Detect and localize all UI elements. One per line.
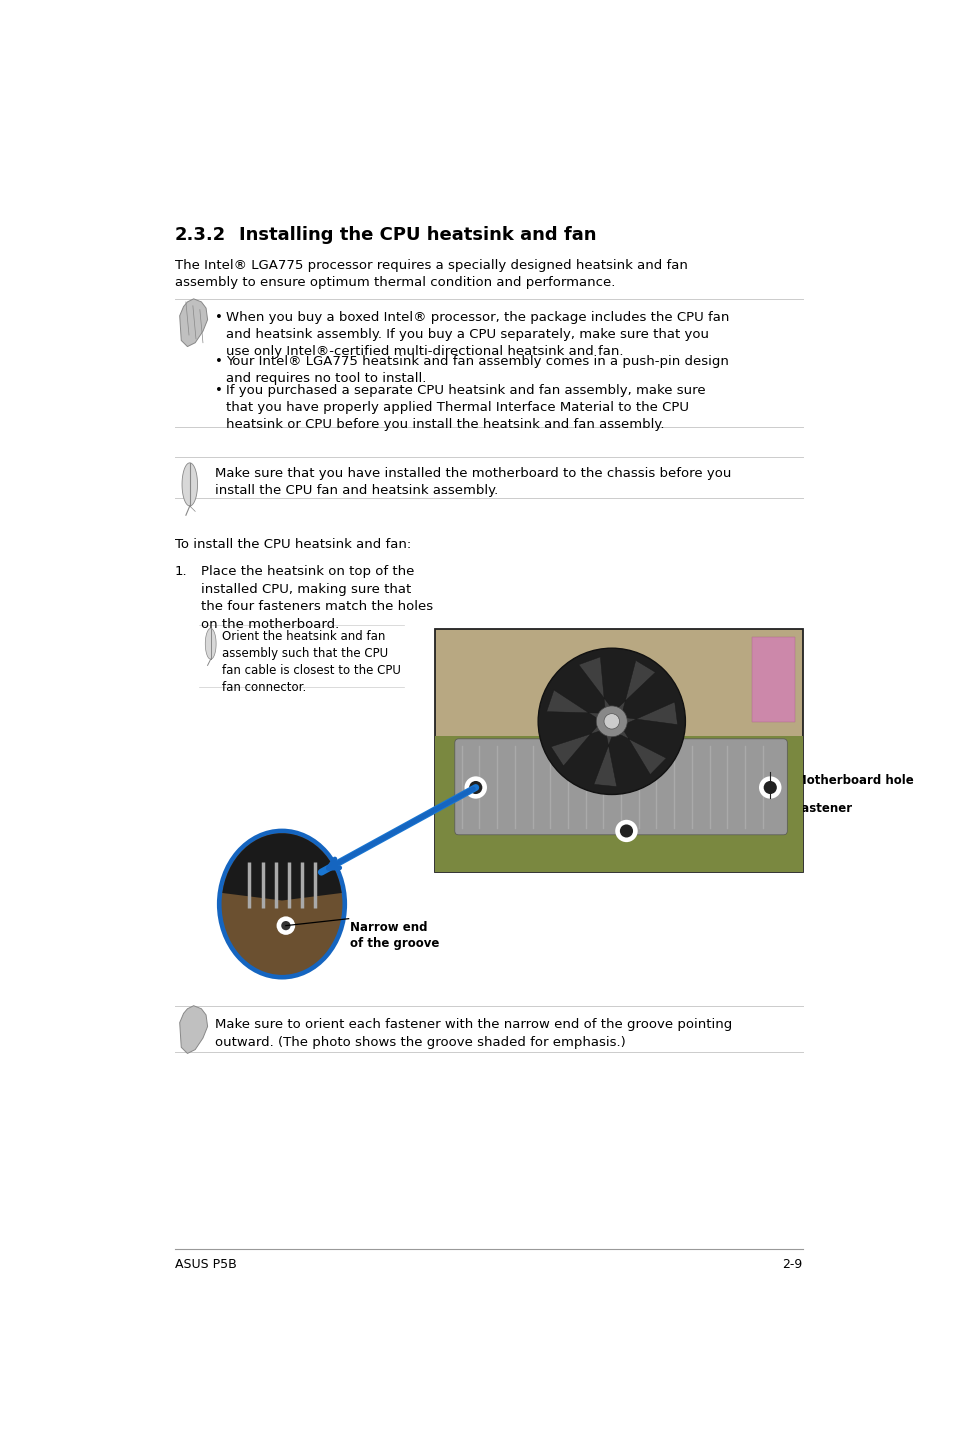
Circle shape (281, 920, 291, 930)
Circle shape (759, 777, 781, 798)
Text: Place the heatsink on top of the
installed CPU, making sure that
the four fasten: Place the heatsink on top of the install… (200, 565, 433, 631)
Circle shape (537, 649, 684, 794)
FancyBboxPatch shape (752, 637, 794, 722)
FancyBboxPatch shape (435, 736, 802, 871)
Circle shape (603, 713, 618, 729)
Text: Motherboard hole: Motherboard hole (794, 774, 913, 787)
Text: Make sure to orient each fastener with the narrow end of the groove pointing
out: Make sure to orient each fastener with t… (215, 1018, 732, 1048)
Text: Your Intel® LGA775 heatsink and fan assembly comes in a push-pin design
and requ: Your Intel® LGA775 heatsink and fan asse… (226, 355, 728, 385)
Circle shape (469, 781, 482, 794)
Text: When you buy a boxed Intel® processor, the package includes the CPU fan
and heat: When you buy a boxed Intel® processor, t… (226, 311, 729, 358)
Text: •: • (215, 384, 223, 397)
Text: Make sure that you have installed the motherboard to the chassis before you
inst: Make sure that you have installed the mo… (215, 467, 731, 498)
Text: 1.: 1. (174, 565, 188, 578)
Text: •: • (215, 311, 223, 324)
Polygon shape (614, 660, 655, 716)
Text: The Intel® LGA775 processor requires a specially designed heatsink and fan
assem: The Intel® LGA775 processor requires a s… (174, 259, 687, 289)
Ellipse shape (216, 828, 347, 979)
Polygon shape (179, 299, 208, 347)
Ellipse shape (221, 833, 342, 975)
Text: Installing the CPU heatsink and fan: Installing the CPU heatsink and fan (238, 226, 596, 244)
FancyBboxPatch shape (455, 739, 786, 835)
Text: Orient the heatsink and fan
assembly such that the CPU
fan cable is closest to t: Orient the heatsink and fan assembly suc… (222, 630, 401, 695)
Polygon shape (222, 833, 341, 900)
Polygon shape (614, 726, 665, 775)
Text: Narrow end
of the groove: Narrow end of the groove (350, 920, 439, 951)
Circle shape (762, 781, 776, 794)
Circle shape (276, 916, 294, 935)
Polygon shape (594, 731, 616, 787)
Polygon shape (578, 657, 613, 713)
Text: 2.3.2: 2.3.2 (174, 226, 226, 244)
Circle shape (596, 706, 627, 736)
FancyBboxPatch shape (435, 630, 802, 871)
Polygon shape (546, 690, 604, 720)
Polygon shape (205, 628, 216, 659)
Polygon shape (621, 702, 677, 726)
Text: •: • (215, 355, 223, 368)
Text: To install the CPU heatsink and fan:: To install the CPU heatsink and fan: (174, 538, 411, 551)
Circle shape (464, 777, 486, 798)
Text: 2-9: 2-9 (781, 1258, 802, 1271)
Circle shape (615, 820, 637, 843)
Text: ASUS P5B: ASUS P5B (174, 1258, 236, 1271)
Polygon shape (182, 463, 197, 506)
Text: If you purchased a separate CPU heatsink and fan assembly, make sure
that you ha: If you purchased a separate CPU heatsink… (226, 384, 705, 431)
Text: Fastener: Fastener (794, 801, 852, 815)
Polygon shape (179, 1005, 208, 1054)
Polygon shape (551, 722, 604, 766)
Circle shape (619, 824, 633, 837)
